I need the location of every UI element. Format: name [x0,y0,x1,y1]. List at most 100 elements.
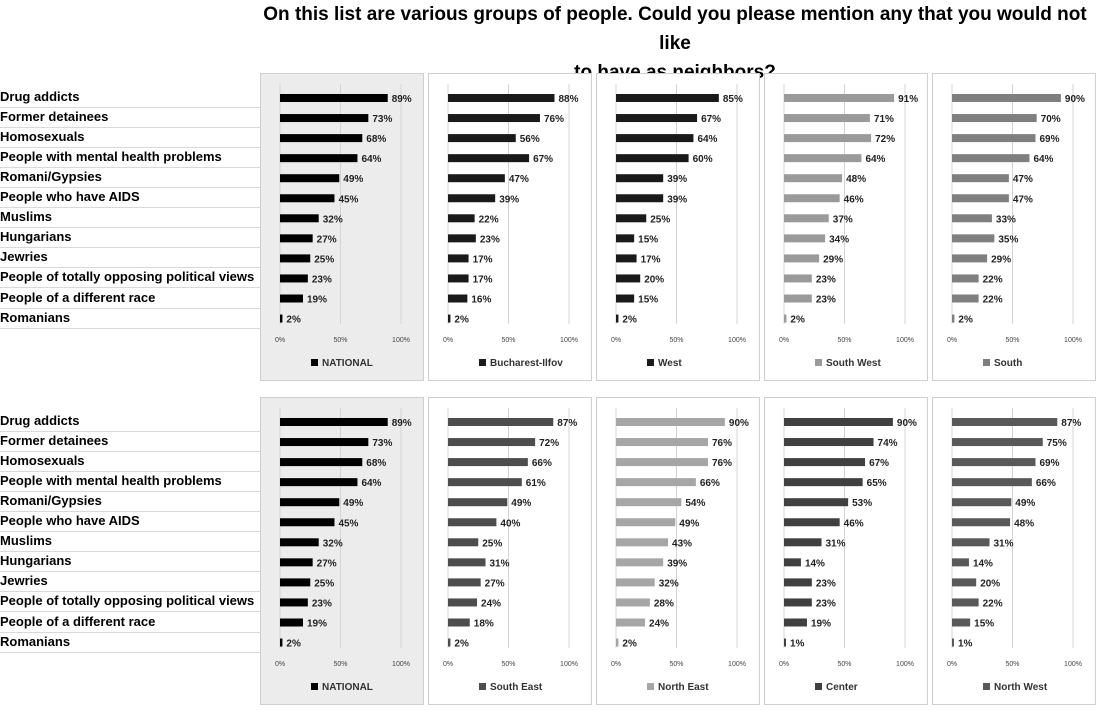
data-label: 2% [622,315,637,326]
bar [616,618,646,627]
bar [280,458,363,467]
bar [616,578,655,587]
x-tick-label: 50% [669,661,683,668]
data-label: 23% [312,274,332,285]
category-label: People with mental health problems [0,147,262,169]
category-label: Hungarians [0,227,262,249]
data-label: 25% [650,214,670,225]
data-label: 17% [641,254,661,265]
bar [448,134,516,143]
bar [448,274,469,283]
x-tick-label: 0% [611,661,621,668]
data-label: 87% [557,418,577,429]
category-label: Homosexuals [0,451,262,473]
bar [616,458,708,467]
category-label: People of a different race [0,288,262,309]
bar [448,194,496,203]
x-tick-label: 100% [896,337,914,344]
bar [616,418,725,426]
data-label: 66% [700,478,720,489]
panel-chart: 0% 50% 100% 88% 76% 56% 67% 47% 39%22% 23% 17% 17% 1… [443,84,579,369]
data-label: 89% [392,418,412,429]
data-label: 23% [480,234,500,245]
panel-chart: 0% 50% 100% 89%73% 68% 64% 49% 45% 32% 27% 25% 23% 1… [275,84,412,369]
bar [952,274,979,283]
bar [280,174,340,183]
bar [784,518,840,527]
data-label: 31% [994,538,1014,549]
legend-swatch [647,359,654,366]
bar [784,174,843,183]
data-label: 32% [659,578,679,589]
category-label: Drug addicts [0,411,262,432]
data-label: 64% [1033,154,1053,165]
panel-chart: 0% 50% 100%90%70%69%64%47%47%33%35%29%22%2… [947,84,1085,369]
bar [280,578,311,587]
data-label: 66% [532,458,552,469]
data-label: 49% [343,498,363,509]
data-label: 89% [392,94,412,105]
bar [616,194,664,203]
x-tick-label: 0% [611,337,621,344]
data-label: 68% [366,458,386,469]
bar [616,558,664,567]
bar [448,578,481,587]
x-tick-label: 100% [728,337,746,344]
bar [280,214,319,223]
data-label: 68% [366,134,386,145]
legend-label: Center [826,682,858,693]
bar [280,314,283,323]
data-label: 49% [679,518,699,529]
x-tick-label: 0% [779,337,789,344]
panel-national: 0% 50% 100% 89% 73% 68% 64% 49% 45% 32% 27% 25% 23% 1… [260,397,424,705]
category-label: Jewries [0,571,262,593]
bar [280,294,303,303]
data-label: 37% [833,214,853,225]
data-label: 54% [685,498,705,509]
category-label: Muslims [0,531,262,553]
panel-south-west: 0% 50% 100% 91% 71% 72% 64% 48% 46% 37% 34% 29% 23% 2… [764,73,928,381]
bar [280,558,313,567]
data-label: 87% [1061,418,1081,429]
data-label: 24% [481,598,501,609]
category-label: Jewries [0,247,262,269]
data-label: 28% [654,598,674,609]
bar [280,638,283,647]
bar [952,154,1030,163]
data-label: 27% [485,578,505,589]
bar [784,458,866,467]
bar [448,418,554,426]
bar [952,558,969,567]
bar [616,294,635,303]
legend-swatch [479,683,486,690]
bar [616,498,682,507]
bar [280,94,388,102]
data-label: 24% [649,619,669,630]
data-label: 45% [338,518,358,529]
legend-label: Bucharest-Ilfov [490,358,563,369]
data-label: 72% [539,438,559,449]
data-label: 49% [1015,498,1035,509]
bar [280,598,308,607]
bar [448,294,468,303]
category-label: People who have AIDS [0,511,262,533]
bar [784,114,870,123]
bar [784,234,826,243]
data-label: 29% [823,254,843,265]
bar [616,598,650,607]
bar [784,578,812,587]
bar [952,134,1036,143]
legend-label: NATIONAL [322,358,373,369]
data-label: 66% [1036,478,1056,489]
bar [280,518,335,527]
category-label: Muslims [0,207,262,229]
x-tick-label: 100% [392,337,410,344]
data-label: 25% [314,578,334,589]
bar [952,638,954,647]
data-label: 23% [312,598,332,609]
bar [616,274,641,283]
data-label: 53% [852,498,872,509]
panel-chart: 0% 50% 100% 91% 71% 72% 64% 48% 46% 37% 34% 29% 23% 2… [779,84,918,369]
x-tick-label: 100% [392,661,410,668]
data-label: 67% [701,114,721,125]
